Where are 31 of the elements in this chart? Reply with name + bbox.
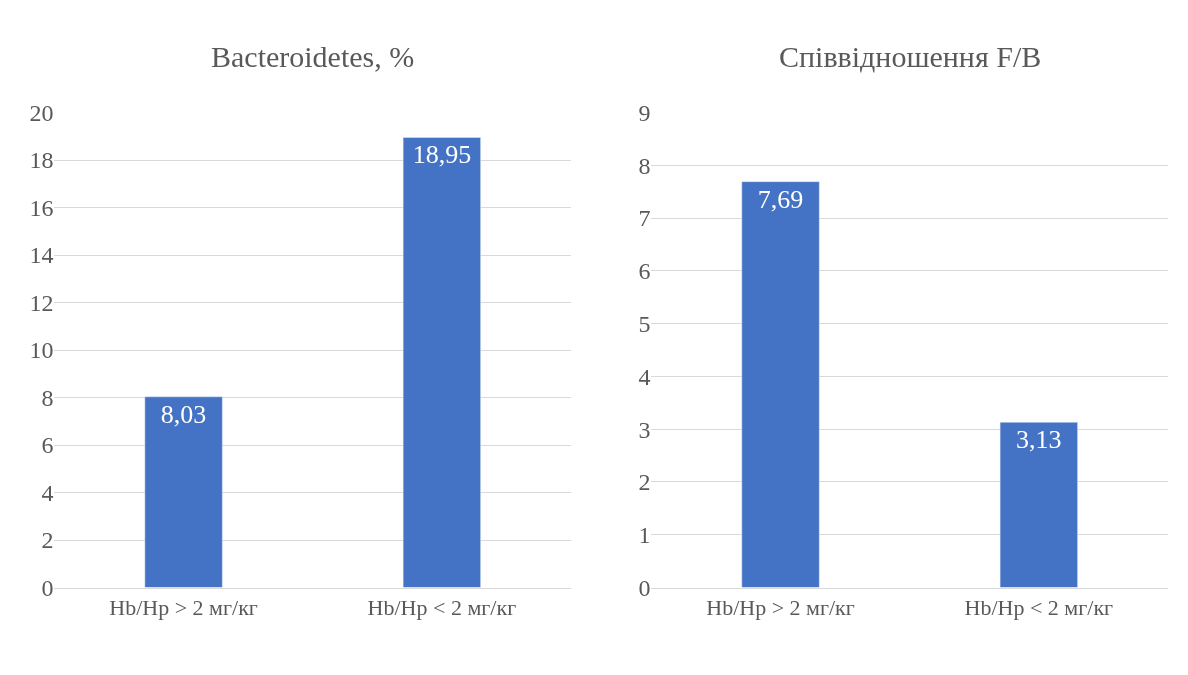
- x-tick-label: Hb/Hp < 2 мг/кг: [367, 594, 517, 620]
- y-tick-label: 2: [638, 469, 651, 496]
- y-tick-label: 10: [29, 337, 54, 364]
- x-tick-label: Hb/Hp > 2 мг/кг: [706, 594, 855, 620]
- y-tick-label: 0: [638, 574, 651, 601]
- y-tick-label: 9: [638, 99, 651, 126]
- data-label: 8,03: [160, 399, 207, 429]
- data-label: 18,95: [412, 140, 472, 170]
- x-tick-label: Hb/Hp > 2 мг/кг: [109, 594, 258, 620]
- y-tick-label: 18: [29, 147, 54, 174]
- y-tick-label: 12: [29, 289, 54, 316]
- y-tick-label: 3: [638, 416, 651, 443]
- y-tick-label: 6: [638, 258, 651, 285]
- data-label: 3,13: [1016, 425, 1062, 455]
- chart-title: Bacteroidetes, %: [211, 40, 415, 73]
- x-tick-label: Hb/Hp < 2 мг/кг: [964, 594, 1114, 620]
- y-tick-label: 4: [41, 479, 54, 506]
- y-tick-label: 4: [638, 363, 651, 390]
- chart-title: Співвідношення F/B: [779, 40, 1042, 73]
- y-tick-label: 6: [41, 432, 54, 459]
- y-tick-label: 14: [29, 242, 54, 269]
- data-label: 7,69: [757, 184, 804, 214]
- y-tick-label: 20: [29, 99, 54, 126]
- y-tick-label: 8: [41, 384, 54, 411]
- y-tick-label: 16: [29, 194, 54, 221]
- y-tick-label: 8: [638, 152, 651, 179]
- y-tick-label: 7: [638, 205, 651, 232]
- y-tick-label: 0: [41, 574, 54, 601]
- y-tick-label: 5: [638, 311, 651, 338]
- y-tick-label: 1: [638, 522, 651, 549]
- y-tick-label: 2: [41, 527, 54, 554]
